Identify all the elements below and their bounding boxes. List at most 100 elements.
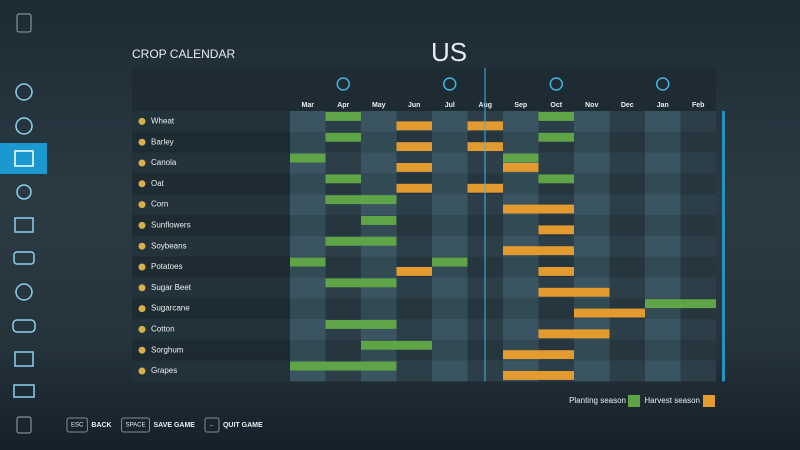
label-column (132, 111, 290, 382)
crop-icon (138, 346, 146, 354)
key-box (204, 417, 220, 433)
crop-icon (138, 305, 146, 313)
footer-button[interactable]: ← QUIT GAME (204, 417, 263, 433)
crop-icon (138, 180, 146, 188)
planting-bar (290, 361, 326, 371)
crop-icon (138, 138, 146, 146)
key-box (66, 417, 88, 433)
month-label: Sep (514, 102, 527, 109)
crop-icon (138, 263, 146, 271)
legend-planting-swatch (628, 395, 640, 407)
footer-button[interactable]: SPACE SAVE GAME (121, 417, 196, 433)
month-label: Oct (550, 102, 562, 109)
crop-icon (138, 117, 146, 125)
harvest-bar (538, 287, 574, 297)
sidebar (0, 13, 47, 434)
stats-icon[interactable] (14, 217, 34, 233)
button-label: BACK (91, 422, 111, 429)
month-column (680, 111, 716, 382)
planting-bar (503, 153, 539, 163)
harvest-bar (609, 308, 645, 318)
month-column (432, 111, 468, 382)
planting-bar (325, 236, 361, 246)
crop-name: Corn (151, 200, 168, 209)
planting-bar (361, 278, 397, 288)
crop-name: Cotton (151, 325, 175, 334)
crop-name: Soybeans (151, 241, 187, 250)
harvest-bar (396, 183, 432, 193)
harvest-bar (503, 246, 539, 256)
shop-button[interactable] (16, 416, 32, 434)
planting-bar (361, 195, 397, 205)
season-icon (336, 77, 350, 91)
planting-bar (325, 195, 361, 205)
harvest-bar (503, 204, 539, 214)
planting-bar (396, 340, 432, 350)
planting-bar (538, 174, 574, 184)
crop-icon (138, 201, 146, 209)
vehicle-icon[interactable] (15, 117, 33, 135)
month-column (645, 111, 681, 382)
header-band (132, 68, 716, 111)
calendar-icon (14, 150, 34, 167)
crop-icon (138, 242, 146, 250)
finance-icon[interactable] (15, 283, 33, 301)
planting-bar (325, 320, 361, 329)
footer-button[interactable]: ESC BACK (66, 417, 112, 433)
month-column (361, 111, 397, 382)
planting-bar (680, 299, 716, 309)
harvest-bar (538, 225, 574, 235)
crop-name: Oat (151, 179, 165, 188)
crop-icon (138, 159, 146, 167)
month-label: Mar (302, 102, 315, 109)
row-stripe (132, 215, 716, 236)
key-label: ESC (71, 423, 84, 429)
harvest-bar (538, 267, 574, 276)
crop-name: Sugarcane (151, 304, 190, 313)
planting-bar (645, 299, 681, 309)
season-icon (443, 77, 457, 91)
planting-bar (361, 236, 397, 246)
vehicles-icon[interactable] (13, 251, 35, 265)
menu-button[interactable] (16, 13, 32, 33)
crop-icon (138, 367, 146, 375)
harvest-bar (574, 287, 610, 297)
planting-bar (325, 278, 361, 288)
animals-icon[interactable] (12, 319, 36, 333)
crop-name: Canola (151, 158, 177, 167)
planting-bar (290, 153, 326, 163)
button-label: SAVE GAME (153, 422, 195, 429)
weather-icon[interactable] (16, 184, 32, 200)
production-icon[interactable] (13, 384, 35, 398)
month-label: Jan (657, 102, 669, 109)
harvest-bar (503, 371, 539, 380)
crop-icon (138, 325, 146, 333)
page-title: CROP CALENDAR (132, 47, 235, 61)
month-label: Dec (621, 102, 634, 109)
planting-bar (432, 257, 468, 267)
scrollbar (722, 111, 725, 382)
month-label: Nov (585, 102, 598, 109)
harvest-bar (574, 329, 610, 339)
planting-bar (361, 361, 397, 371)
legend-planting: Planting season (569, 396, 626, 405)
legend-harvest: Harvest season (644, 396, 700, 405)
month-label: Feb (692, 102, 704, 109)
crop-name: Wheat (151, 117, 175, 126)
contracts-icon[interactable] (14, 351, 34, 367)
month-label: Apr (337, 102, 349, 109)
region-title: US (431, 37, 467, 67)
harvest-bar (396, 267, 432, 276)
season-icon (549, 77, 563, 91)
key-label: SPACE (126, 423, 146, 429)
key-box (121, 417, 150, 433)
planting-bar (361, 320, 397, 329)
map-icon[interactable] (15, 83, 33, 101)
crop-name: Sunflowers (151, 221, 191, 230)
active-tab[interactable] (0, 143, 47, 174)
crop-name: Barley (151, 137, 174, 146)
button-label: QUIT GAME (223, 422, 263, 429)
month-label: May (372, 102, 386, 109)
planting-bar (325, 174, 361, 184)
